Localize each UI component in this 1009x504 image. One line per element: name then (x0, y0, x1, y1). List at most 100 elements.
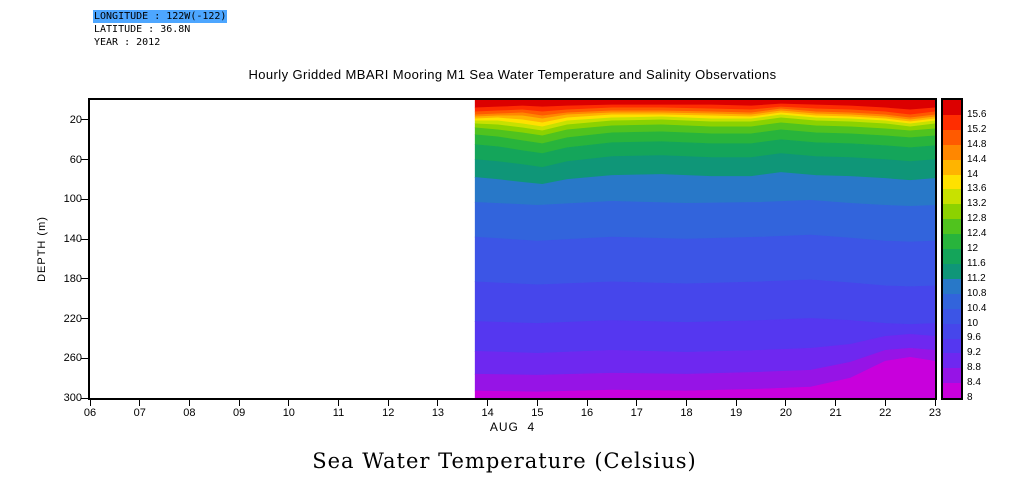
colorbar-tick-label: 12.8 (967, 213, 987, 225)
colorbar-tick-label: 13.2 (967, 198, 987, 210)
x-tick-label: 17 (630, 407, 643, 419)
colorbar-tick-label: 9.2 (967, 347, 981, 359)
colorbar-band-15.2 (943, 114, 961, 130)
x-tick-label: 08 (183, 407, 196, 419)
colorbar-band-13.6 (943, 174, 961, 190)
x-tick-mark (288, 400, 290, 406)
x-tick-mark (735, 400, 737, 406)
colorbar-band-14 (943, 159, 961, 175)
y-tick-label: 100 (63, 193, 82, 206)
colorbar (941, 98, 963, 400)
x-tick-label: 18 (680, 407, 693, 419)
chart-title: Hourly Gridded MBARI Mooring M1 Sea Wate… (248, 67, 777, 82)
temp-band-10.4 (474, 199, 935, 243)
colorbar-band-9.2 (943, 338, 961, 354)
x-tick-label: 14 (481, 407, 494, 419)
y-tick-label: 220 (63, 312, 82, 325)
x-tick-label: 16 (580, 407, 594, 419)
x-tick-label: 12 (382, 407, 395, 419)
y-tick-mark (81, 397, 88, 399)
temp-band-10 (474, 234, 935, 288)
x-axis-title: AUG 4 (489, 420, 536, 434)
x-tick-mark (685, 400, 687, 406)
colorbar-tick-label: 15.2 (967, 123, 987, 135)
x-tick-mark (338, 400, 340, 406)
y-tick-label: 20 (69, 113, 82, 126)
temperature-contour-plot (474, 100, 935, 398)
colorbar-tick-label: 12.4 (967, 228, 987, 240)
y-tick-label: 140 (63, 233, 82, 246)
x-tick-label: 11 (332, 407, 345, 419)
temp-band-8 (474, 356, 935, 398)
longitude-label: LONGITUDE : 122W(-122) (93, 10, 228, 23)
y-tick-mark (81, 198, 88, 200)
x-tick-label: 23 (928, 407, 942, 419)
colorbar-tick-label: 8.8 (967, 362, 981, 374)
colorbar-band-11.2 (943, 263, 961, 279)
colorbar-band-8.8 (943, 353, 961, 369)
colorbar-tick-label: 14.8 (967, 138, 987, 150)
colorbar-band-15.6 (943, 100, 961, 115)
figure-title: Sea Water Temperature (Celsius) (312, 449, 697, 473)
y-tick-label: 300 (63, 392, 82, 404)
colorbar-tick-label: 10.8 (967, 287, 987, 299)
colorbar-tick-label: 10.4 (967, 302, 987, 314)
y-tick-mark (81, 119, 88, 121)
metadata-block: LONGITUDE : 122W(-122) LATITUDE : 36.8N … (93, 10, 228, 49)
colorbar-tick-label: 11.6 (967, 257, 986, 269)
x-tick-mark (139, 400, 141, 406)
x-tick-mark (89, 400, 91, 406)
x-tick-mark (934, 400, 936, 406)
colorbar-band-10 (943, 308, 961, 324)
colorbar-band-12.4 (943, 219, 961, 235)
colorbar-tick-label: 10 (967, 317, 979, 329)
x-tick-label: 13 (431, 407, 445, 419)
x-tick-label: 22 (879, 407, 892, 419)
x-tick-mark (238, 400, 240, 406)
x-tick-mark (586, 400, 588, 406)
colorbar-band-14.4 (943, 144, 961, 160)
x-tick-mark (835, 400, 837, 406)
y-tick-mark (81, 159, 88, 161)
colorbar-band-10.8 (943, 278, 961, 294)
x-tick-label: 15 (531, 407, 544, 419)
colorbar-tick-label: 13.6 (967, 183, 987, 195)
colorbar-band-14.8 (943, 129, 961, 145)
x-tick-mark (785, 400, 787, 406)
colorbar-tick-label: 11.2 (967, 272, 986, 284)
plot-area (88, 98, 937, 400)
colorbar-band-8.4 (943, 368, 961, 384)
y-tick-label: 260 (63, 352, 82, 365)
colorbar-band-8 (943, 383, 961, 399)
x-tick-label: 06 (83, 407, 97, 419)
colorbar-band-12.8 (943, 204, 961, 220)
x-tick-label: 09 (232, 407, 246, 419)
x-tick-mark (487, 400, 489, 406)
colorbar-band-13.2 (943, 189, 961, 205)
x-tick-mark (437, 400, 439, 406)
x-tick-mark (536, 400, 538, 406)
colorbar-band-10.4 (943, 293, 961, 309)
year-label: YEAR : 2012 (94, 37, 161, 48)
y-tick-mark (81, 318, 88, 320)
colorbar-tick-label: 14 (967, 168, 979, 180)
colorbar-tick-label: 8 (967, 392, 973, 403)
colorbar-tick-label: 15.6 (967, 108, 987, 120)
colorbar-tick-label: 8.4 (967, 377, 981, 389)
x-tick-label: 20 (779, 407, 792, 419)
colorbar-band-11.6 (943, 249, 961, 264)
x-tick-mark (188, 400, 190, 406)
x-tick-label: 10 (282, 407, 295, 419)
x-tick-mark (387, 400, 389, 406)
x-tick-mark (636, 400, 638, 406)
colorbar-band-9.6 (943, 323, 961, 339)
x-tick-label: 21 (829, 407, 842, 419)
y-tick-mark (81, 278, 88, 280)
colorbar-tick-label: 9.6 (967, 332, 981, 344)
y-tick-label: 60 (69, 153, 82, 166)
colorbar-band-12 (943, 234, 961, 250)
y-tick-mark (81, 357, 88, 359)
x-tick-mark (884, 400, 886, 406)
colorbar-tick-label: 14.4 (967, 153, 987, 165)
